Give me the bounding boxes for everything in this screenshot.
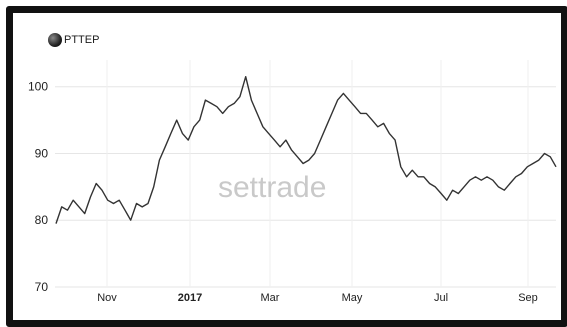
x-tick-label: Sep <box>518 292 538 304</box>
watermark-text: settrade <box>218 171 326 204</box>
y-tick-label: 90 <box>35 146 49 160</box>
x-axis: Nov 2017 Mar May Jul Sep <box>97 292 538 304</box>
legend-label: PTTEP <box>64 34 100 46</box>
series-line <box>55 75 557 224</box>
y-axis: 70 80 90 100 <box>28 80 48 294</box>
series-group <box>55 75 557 224</box>
chart-legend: PTTEP <box>48 33 99 47</box>
chart-frame <box>6 6 567 327</box>
x-tick-label: Nov <box>97 292 117 304</box>
x-tick-label: May <box>342 292 363 304</box>
y-tick-label: 100 <box>28 80 48 94</box>
x-tick-label: 2017 <box>178 292 202 304</box>
grid-lines <box>55 60 556 288</box>
legend-marker-icon <box>48 33 62 47</box>
x-tick-label: Jul <box>434 292 448 304</box>
y-tick-label: 70 <box>35 280 49 294</box>
y-tick-label: 80 <box>35 213 49 227</box>
x-tick-label: Mar <box>261 292 280 304</box>
